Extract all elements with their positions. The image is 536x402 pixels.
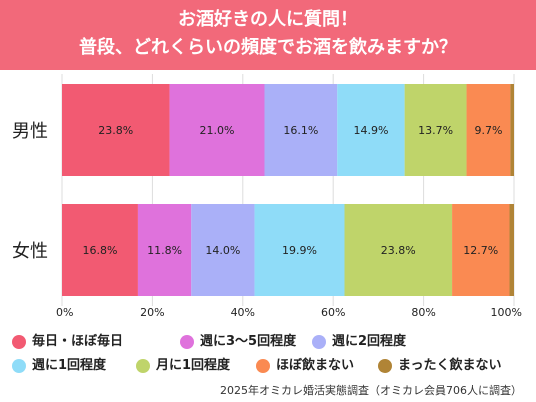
data-label: 21.0% [200, 124, 235, 137]
data-label: 16.1% [283, 124, 318, 137]
category-label: 男性 [12, 121, 48, 142]
legend-label-never: まったく飲まない [398, 358, 502, 373]
bar-segment [264, 84, 338, 176]
legend-label-1-week: 週に1回程度 [32, 358, 107, 373]
legend-swatch-1-month [136, 359, 150, 373]
data-label: 12.7% [463, 244, 498, 257]
legend-swatch-daily [12, 335, 26, 349]
stacked-bar-chart: 23.8% 21.0% 16.1% 14.9% 13.7% 9.7% 男性 16.8% 11.8… [12, 74, 522, 319]
data-label: 23.8% [98, 124, 133, 137]
bar-segment [404, 84, 467, 176]
bar-segment [137, 204, 192, 296]
data-label: 14.9% [353, 124, 388, 137]
data-label: 19.9% [282, 244, 317, 257]
data-label: 13.7% [418, 124, 453, 137]
bar-segment [254, 204, 345, 296]
legend-swatch-2-week [312, 335, 326, 349]
title-line-1: お酒好きの人に質問！ [178, 9, 358, 30]
legend-label-daily: 毎日・ほぼ毎日 [32, 334, 124, 349]
x-tick-label: 60% [321, 306, 345, 319]
legend-swatch-never [378, 359, 392, 373]
legend-swatch-1-week [12, 359, 26, 373]
x-tick-label: 100% [491, 306, 522, 319]
bar-segment [452, 204, 510, 296]
bar-segment [62, 84, 170, 176]
bar-segment [509, 204, 514, 296]
legend-row-2: 週に1回程度 月に1回程度 ほぼ飲まない まったく飲まない [0, 356, 536, 376]
legend-swatch-3-5-week [180, 335, 194, 349]
bar-segment [62, 204, 138, 296]
data-label: 23.8% [381, 244, 416, 257]
legend-label-3-5-week: 週に3〜5回程度 [200, 334, 297, 349]
x-tick-label: 0% [56, 306, 73, 319]
legend-row-1: 毎日・ほぼ毎日 週に3〜5回程度 週に2回程度 [0, 332, 536, 352]
legend-label-1-month: 月に1回程度 [156, 358, 231, 373]
data-label: 9.7% [474, 124, 502, 137]
bar-segment [337, 84, 405, 176]
x-tick-label: 20% [140, 306, 164, 319]
x-tick-label: 80% [411, 306, 435, 319]
bar-segment [169, 84, 265, 176]
data-label: 16.8% [82, 244, 117, 257]
data-label: 14.0% [205, 244, 240, 257]
legend-label-2-week: 週に2回程度 [332, 334, 407, 349]
legend-label-rarely: ほぼ飲まない [276, 358, 355, 373]
bar-segment [510, 84, 514, 176]
category-label: 女性 [12, 241, 48, 262]
bar-segment [344, 204, 453, 296]
bar-segment [191, 204, 255, 296]
data-label: 11.8% [147, 244, 182, 257]
x-tick-label: 40% [231, 306, 255, 319]
header-banner: お酒好きの人に質問！ 普段、どれくらいの頻度でお酒を飲みますか？ [0, 0, 536, 70]
legend-swatch-rarely [256, 359, 270, 373]
source-note: 2025年オミカレ婚活実態調査（オミカレ会員706人に調査） [220, 384, 522, 397]
title-line-2: 普段、どれくらいの頻度でお酒を飲みますか？ [79, 37, 457, 58]
bar-segment [466, 84, 511, 176]
